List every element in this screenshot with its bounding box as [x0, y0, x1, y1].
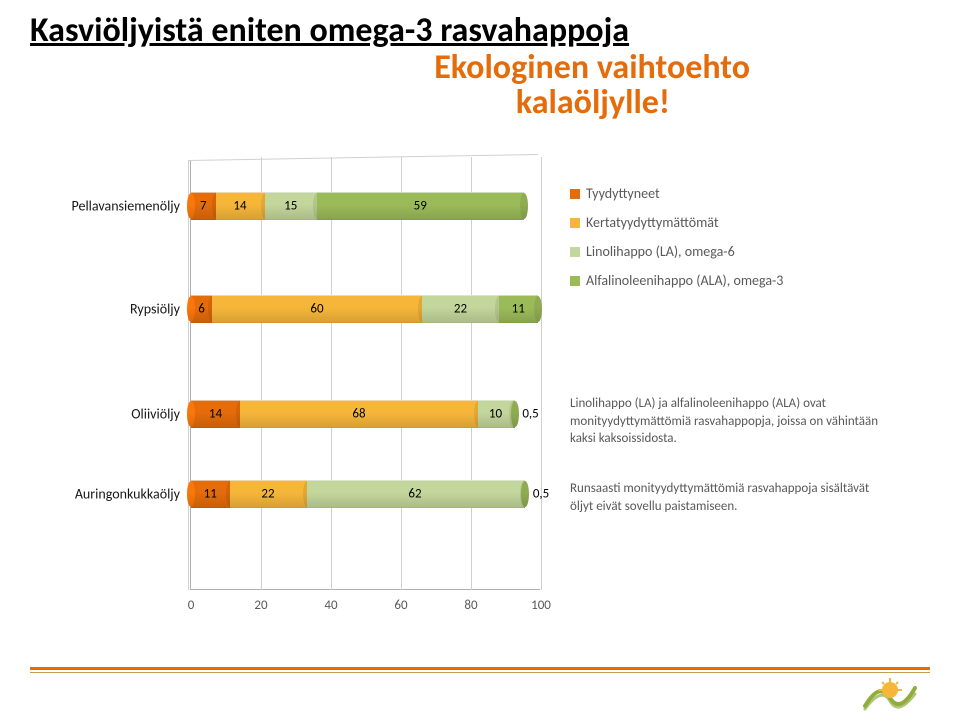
bar-segment: 11 [191, 480, 230, 508]
category-label: Pellavansiemenöljy [72, 198, 180, 215]
title-main: Kasviöljyistä eniten omega-3 rasvahappoj… [30, 10, 930, 51]
bar-segment: 6 [191, 295, 212, 323]
legend-swatch [570, 189, 580, 199]
bar-value-label: 0,5 [533, 487, 549, 502]
bar-value-label: 14 [209, 407, 222, 422]
footer-logo [860, 676, 920, 716]
legend-label: Linolihappo (LA), omega-6 [586, 243, 735, 260]
side-note-1: Linolihappo (LA) ja alfalinoleenihappo (… [570, 395, 890, 448]
bar-segment: 11 [499, 295, 538, 323]
legend-label: Kertatyydyttymättömät [586, 214, 719, 231]
bar-segment: 0,5 [524, 480, 526, 508]
gridline [471, 157, 472, 590]
bar-value-label: 7 [200, 199, 207, 214]
legend-item: Alfalinoleenihappo (ALA), omega-3 [570, 272, 783, 289]
chart: 0 20 40 60 80 100 Pellavansiemenöljy 7 14 15 59 Ryp… [40, 160, 920, 640]
x-tick-label: 80 [464, 598, 477, 613]
legend-label: Tyydyttyneet [586, 185, 660, 202]
legend-label: Alfalinoleenihappo (ALA), omega-3 [586, 272, 783, 289]
bar-value-label: 22 [454, 302, 467, 317]
bar-value-label: 60 [310, 302, 323, 317]
x-tick-label: 60 [394, 598, 407, 613]
title-block: Kasviöljyistä eniten omega-3 rasvahappoj… [0, 0, 960, 123]
legend-swatch [570, 276, 580, 286]
side-note-2: Runsaasti monityydyttymättömiä rasvahapp… [570, 480, 890, 515]
legend-item: Tyydyttyneet [570, 185, 783, 202]
legend-item: Kertatyydyttymättömät [570, 214, 783, 231]
plot-area: 020406080100Pellavansiemenöljy7141559Ryp… [190, 160, 540, 590]
bar-segment: 59 [317, 192, 524, 220]
bar-value-label: 11 [512, 302, 525, 317]
bar-segment: 60 [212, 295, 422, 323]
bar-segment: 14 [216, 192, 265, 220]
gridline [261, 157, 262, 590]
bar-value-label: 6 [198, 302, 205, 317]
category-label: Rypsiöljy [130, 301, 180, 318]
bar-segment: 62 [307, 480, 524, 508]
legend-swatch [570, 247, 580, 257]
gridline [331, 157, 332, 590]
bar-row: 14 68 10 0,5 [191, 400, 515, 428]
legend-swatch [570, 218, 580, 228]
x-tick-label: 20 [254, 598, 267, 613]
title-sub2: kalaöljylle! [30, 82, 930, 123]
x-tick-label: 0 [188, 598, 195, 613]
bar-value-label: 62 [408, 487, 421, 502]
category-label: Oliiviöljy [131, 406, 180, 423]
bar-value-label: 11 [204, 487, 217, 502]
legend-item: Linolihappo (LA), omega-6 [570, 243, 783, 260]
category-label: Auringonkukkaöljy [75, 486, 180, 503]
bar-value-label: 22 [261, 487, 274, 502]
bar-value-label: 15 [284, 199, 297, 214]
bar-value-label: 0,5 [522, 407, 538, 422]
footer-rule [30, 667, 930, 670]
bar-value-label: 59 [414, 199, 427, 214]
bar-segment: 15 [265, 192, 318, 220]
gridline [401, 157, 402, 590]
x-tick-label: 100 [531, 598, 551, 613]
bar-value-label: 68 [352, 407, 365, 422]
bar-value-label: 14 [233, 199, 246, 214]
bar-segment: 22 [422, 295, 499, 323]
bar-value-label: 10 [489, 407, 502, 422]
bar-segment: 7 [191, 192, 216, 220]
bar-segment: 22 [230, 480, 307, 508]
gridline [541, 157, 542, 590]
x-tick-label: 40 [324, 598, 337, 613]
bar-segment: 68 [240, 400, 478, 428]
bar-segment: 10 [478, 400, 513, 428]
bar-row: 7 14 15 59 [191, 192, 524, 220]
bar-row: 11 22 62 0,5 [191, 480, 525, 508]
legend: Tyydyttyneet Kertatyydyttymättömät Linolih… [570, 185, 783, 301]
bar-row: 6 60 22 11 [191, 295, 538, 323]
bar-segment: 0,5 [513, 400, 515, 428]
bar-segment: 14 [191, 400, 240, 428]
